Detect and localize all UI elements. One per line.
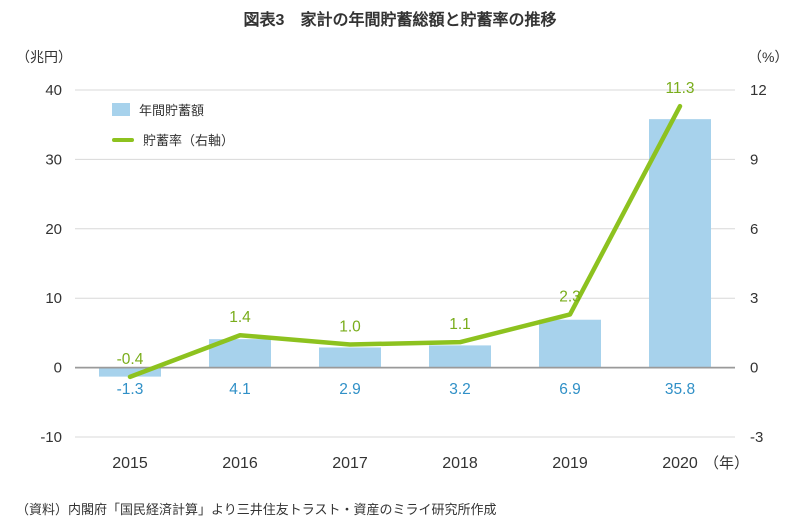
- x-axis-unit-suffix: （年）: [704, 455, 749, 472]
- x-axis-label: 2015: [112, 455, 148, 472]
- bar-value-label: 3.2: [449, 381, 471, 398]
- right-axis-tick-label: 12: [750, 82, 767, 99]
- x-axis-label: 2020: [662, 455, 698, 472]
- bar: [649, 119, 711, 368]
- x-axis-label: 2017: [332, 455, 368, 472]
- line-value-label: 1.4: [229, 309, 251, 326]
- legend: 年間貯蓄額 貯蓄率（右軸）: [112, 100, 234, 160]
- bar: [99, 367, 161, 377]
- line-value-label: 2.3: [559, 288, 581, 305]
- legend-item-line: 貯蓄率（右軸）: [112, 130, 234, 149]
- left-axis-tick-label: 20: [45, 221, 62, 238]
- source-note: （資料）内閣府「国民経済計算」より三井住友トラスト・資産のミライ研究所作成: [16, 502, 497, 517]
- legend-line-label: 貯蓄率（右軸）: [143, 133, 235, 148]
- left-axis-tick-label: 40: [45, 82, 62, 99]
- bar-value-label: 2.9: [339, 381, 361, 398]
- x-axis-label: 2016: [222, 455, 258, 472]
- right-axis-tick-label: 6: [750, 221, 758, 238]
- chart-title: 図表3 家計の年間貯蓄総額と貯蓄率の推移: [243, 12, 557, 29]
- bar-value-label: -1.3: [117, 381, 144, 398]
- left-axis-tick-label: 0: [54, 360, 62, 377]
- bar-value-label: 4.1: [229, 381, 251, 398]
- x-axis-label: 2019: [552, 455, 588, 472]
- bar: [539, 319, 601, 368]
- bar: [429, 345, 491, 368]
- bar-value-label: 35.8: [665, 381, 695, 398]
- left-axis-unit: （兆円）: [16, 49, 72, 65]
- legend-bar-label: 年間貯蓄額: [139, 103, 205, 118]
- right-axis-tick-label: 0: [750, 360, 758, 377]
- left-axis-tick-label: -10: [40, 429, 62, 446]
- right-axis-tick-label: 9: [750, 151, 758, 168]
- right-axis-unit: （%）: [748, 49, 788, 65]
- bar: [319, 347, 381, 368]
- line-value-label: -0.4: [117, 351, 144, 368]
- line-value-label: 1.1: [449, 316, 471, 333]
- left-axis-tick-label: 10: [45, 290, 62, 307]
- line-value-label: 1.0: [339, 318, 361, 335]
- right-axis-tick-label: -3: [750, 429, 763, 446]
- line-value-label: 11.3: [665, 80, 694, 97]
- bar-value-label: 6.9: [559, 381, 581, 398]
- x-axis-label: 2018: [442, 455, 478, 472]
- right-axis-tick-label: 3: [750, 290, 758, 307]
- line-swatch-icon: [112, 137, 134, 142]
- savings-rate-line: [127, 103, 683, 380]
- left-axis-tick-label: 30: [45, 151, 62, 168]
- legend-item-bar: 年間貯蓄額: [112, 100, 234, 119]
- bar-swatch-icon: [112, 103, 130, 116]
